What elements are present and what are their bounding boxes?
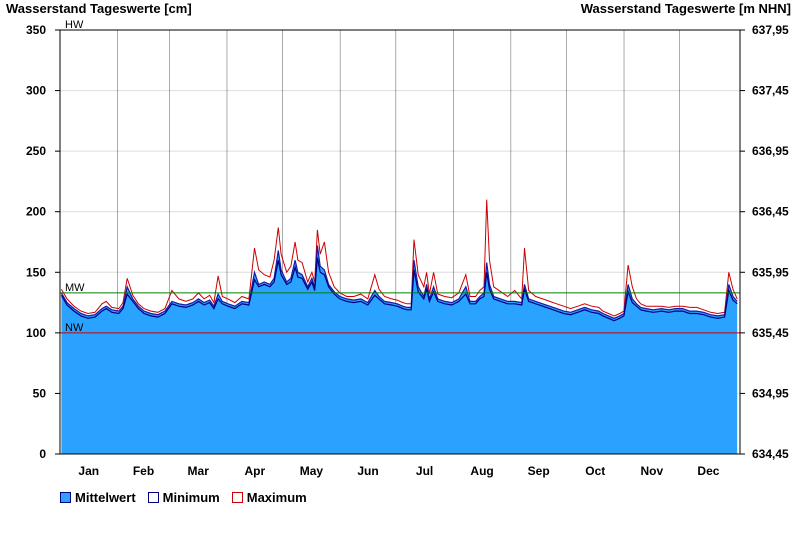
axes: 0 50 100 150 200 250 300 350 634,45 634,95 635,45 6… <box>26 23 789 478</box>
y2-tick-label-2: 635,45 <box>752 326 789 340</box>
legend-item-maximum: Maximum <box>231 490 307 505</box>
y2-tick-label-4: 636,45 <box>752 205 789 219</box>
right-axis-title: Wasserstand Tageswerte [m NHN] <box>581 1 791 16</box>
ref-label-nw: NW <box>65 322 84 334</box>
reference-lines: HW MW NW <box>60 19 740 334</box>
mittelwert-line <box>60 245 738 319</box>
month-label-oct: Oct <box>585 464 605 478</box>
y-tick-label-5: 250 <box>26 144 46 158</box>
y-tick-label-1: 50 <box>33 386 47 400</box>
maximum-line <box>60 199 738 317</box>
y2-tick-label-5: 636,95 <box>752 144 789 158</box>
y-tick-label-6: 300 <box>26 84 46 98</box>
y2-tick-label-6: 637,45 <box>752 84 789 98</box>
y2-tick-label-3: 635,95 <box>752 265 789 279</box>
mittelwert-area <box>61 245 738 454</box>
month-label-mar: Mar <box>188 464 210 478</box>
month-label-sep: Sep <box>528 464 550 478</box>
y-tick-label-4: 200 <box>26 205 46 219</box>
legend-label-mittelwert: Mittelwert <box>75 490 136 505</box>
legend-label-minimum: Minimum <box>162 490 220 505</box>
minimum-swatch <box>147 492 159 503</box>
month-label-dec: Dec <box>697 464 719 478</box>
ref-label-hw: HW <box>65 19 84 31</box>
month-label-nov: Nov <box>641 464 664 478</box>
y-tick-label-0: 0 <box>39 447 46 461</box>
y2-tick-label-1: 634,95 <box>752 386 789 400</box>
legend-item-mittelwert: Mittelwert <box>60 490 136 505</box>
left-axis-title: Wasserstand Tageswerte [cm] <box>6 1 192 16</box>
legend-label-maximum: Maximum <box>246 490 307 505</box>
ref-label-mw: MW <box>65 282 85 294</box>
y-tick-label-2: 100 <box>26 326 46 340</box>
minimum-line <box>60 257 738 322</box>
series-layer <box>60 199 738 454</box>
y-tick-label-7: 350 <box>26 23 46 37</box>
legend-item-minimum: Minimum <box>147 490 220 505</box>
month-label-jan: Jan <box>78 464 99 478</box>
month-label-apr: Apr <box>244 464 265 478</box>
legend: Mittelwert Minimum Maximum <box>60 490 307 505</box>
month-label-jul: Jul <box>416 464 433 478</box>
mittelwert-swatch <box>60 492 71 503</box>
y-tick-label-3: 150 <box>26 265 46 279</box>
y2-tick-label-7: 637,95 <box>752 23 789 37</box>
month-label-aug: Aug <box>470 464 493 478</box>
maximum-swatch <box>231 492 243 503</box>
plot-frame <box>59 29 741 455</box>
month-label-may: May <box>300 464 324 478</box>
y2-tick-label-0: 634,45 <box>752 447 789 461</box>
month-label-jun: Jun <box>357 464 378 478</box>
month-label-feb: Feb <box>133 464 154 478</box>
